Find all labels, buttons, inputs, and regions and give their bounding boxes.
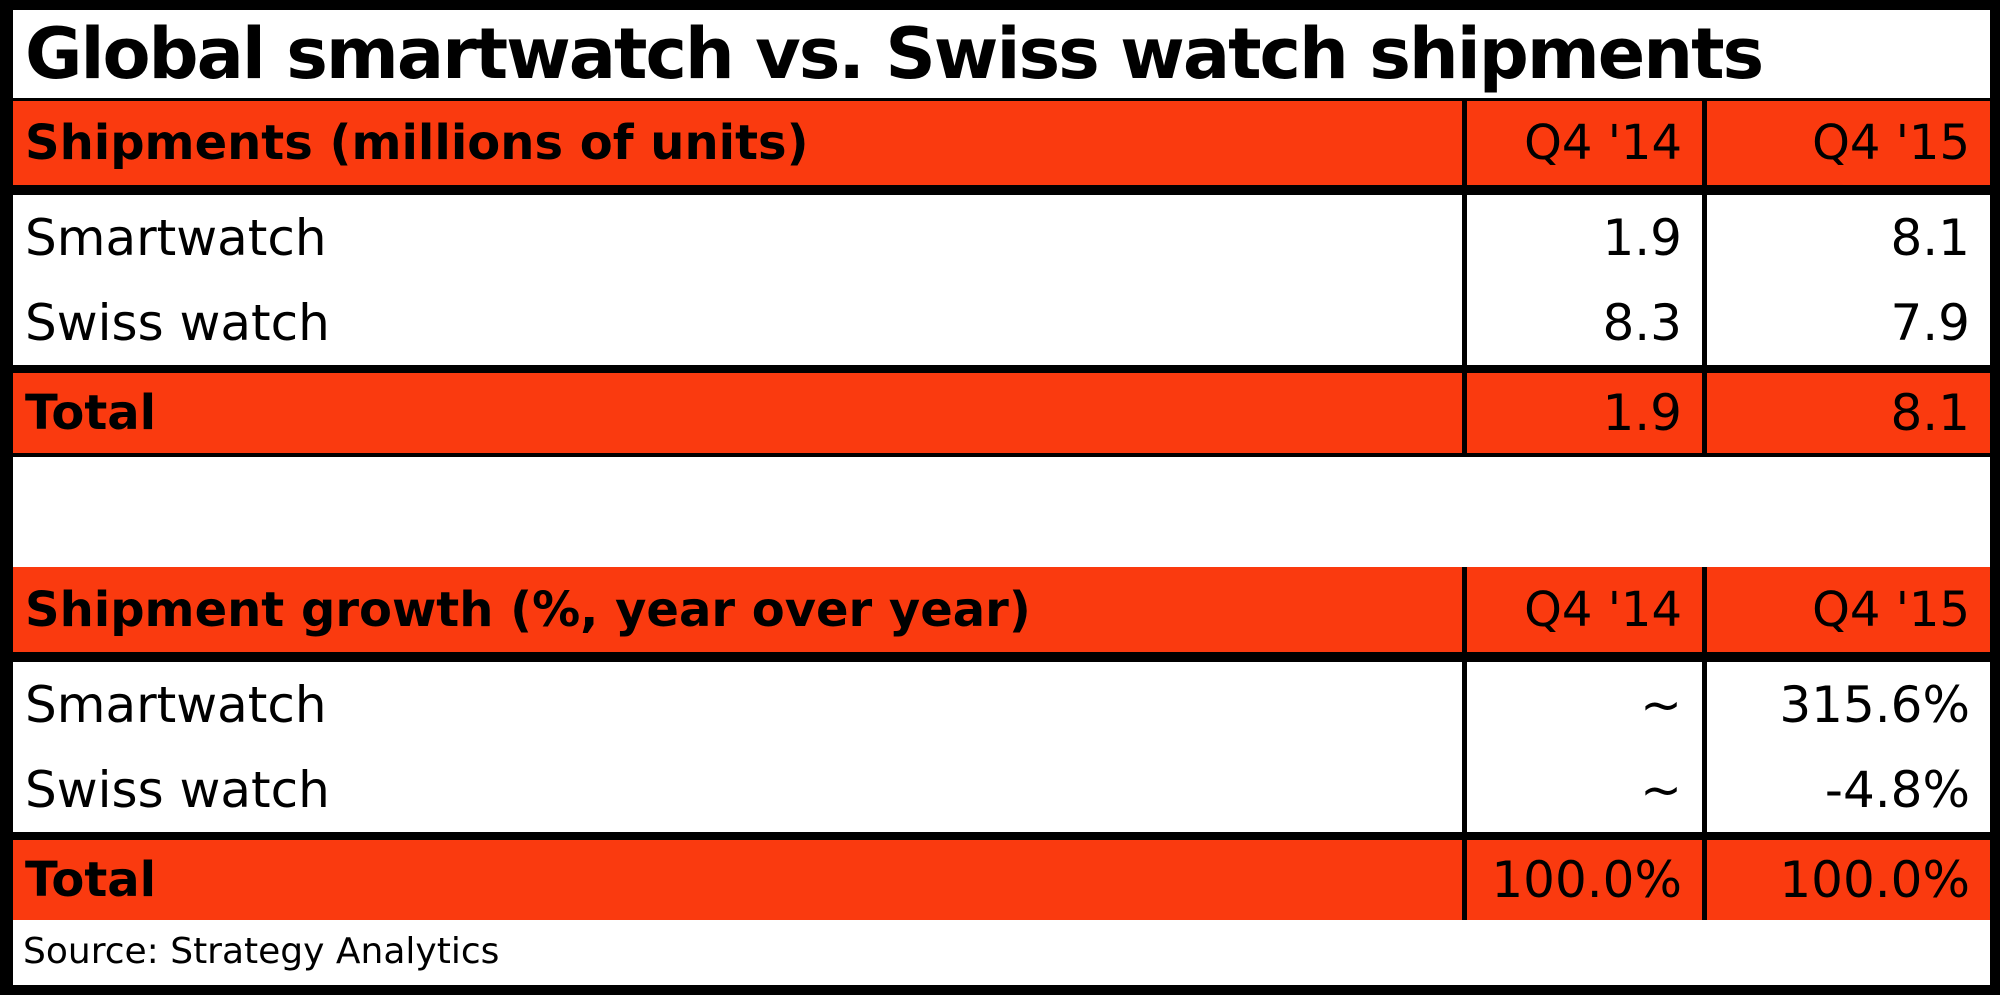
growth-header-q4-15: Q4 '15	[1702, 567, 1990, 652]
shipments-header-label: Shipments (millions of units)	[25, 115, 809, 171]
row-value-q4-14: 8.3	[1462, 280, 1702, 365]
total-value-q4-14: 1.9	[1462, 373, 1702, 453]
row-value-q4-14: 1.9	[1462, 195, 1702, 280]
total-value-q4-15: 8.1	[1702, 373, 1990, 453]
divider-line	[13, 185, 1990, 195]
growth-header-row: Shipment growth (%, year over year) Q4 '…	[13, 567, 1990, 652]
row-value-q4-15: -4.8%	[1702, 747, 1990, 832]
shipments-header-q4-15: Q4 '15	[1702, 101, 1990, 185]
source-text: Source: Strategy Analytics	[23, 930, 500, 972]
row-value-q4-14: ~	[1462, 662, 1702, 747]
total-label: Total	[25, 385, 157, 441]
shipments-header-row: Shipments (millions of units) Q4 '14 Q4 …	[13, 98, 1990, 185]
row-value-q4-14: ~	[1462, 747, 1702, 832]
shipments-total-row: Total 1.9 8.1	[13, 373, 1990, 453]
growth-total-row: Total 100.0% 100.0%	[13, 840, 1990, 920]
row-value-q4-15: 7.9	[1702, 280, 1990, 365]
total-value-q4-15: 100.0%	[1702, 840, 1990, 920]
table-row-smartwatch-growth: Smartwatch ~ 315.6%	[13, 662, 1990, 747]
row-label: Smartwatch	[25, 208, 327, 267]
row-label: Swiss watch	[25, 293, 330, 352]
total-label: Total	[25, 852, 157, 908]
divider-line	[13, 365, 1990, 373]
row-label: Swiss watch	[25, 760, 330, 819]
shipments-header-q4-14: Q4 '14	[1462, 101, 1702, 185]
growth-header-q4-14: Q4 '14	[1462, 567, 1702, 652]
total-value-q4-14: 100.0%	[1462, 840, 1702, 920]
table-spacer	[13, 457, 1990, 567]
table-row-swiss-watch: Swiss watch 8.3 7.9	[13, 280, 1990, 365]
row-value-q4-15: 8.1	[1702, 195, 1990, 280]
table-row-smartwatch: Smartwatch 1.9 8.1	[13, 195, 1990, 280]
divider-line	[13, 832, 1990, 840]
source-row: Source: Strategy Analytics	[13, 920, 1990, 982]
shipments-table: Shipments (millions of units) Q4 '14 Q4 …	[13, 98, 1990, 457]
growth-table: Shipment growth (%, year over year) Q4 '…	[13, 567, 1990, 920]
row-value-q4-15: 315.6%	[1702, 662, 1990, 747]
divider-line	[13, 652, 1990, 662]
growth-header-label: Shipment growth (%, year over year)	[25, 581, 1031, 638]
row-label: Smartwatch	[25, 675, 327, 734]
table-row-swiss-watch-growth: Swiss watch ~ -4.8%	[13, 747, 1990, 832]
page-title: Global smartwatch vs. Swiss watch shipme…	[25, 13, 1764, 95]
divider-line	[13, 453, 1990, 457]
